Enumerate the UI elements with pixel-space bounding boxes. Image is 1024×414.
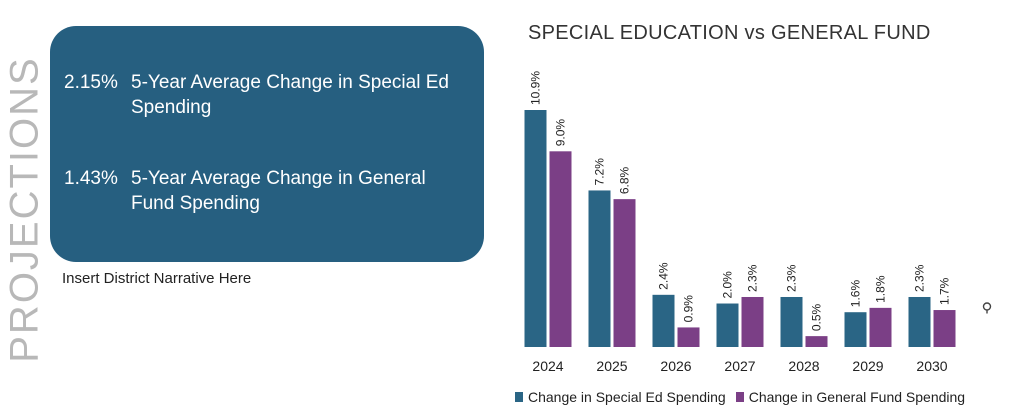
chart-title: SPECIAL EDUCATION vs GENERAL FUND [528,22,931,44]
bar-general-fund-2028 [805,336,828,347]
data-label-general-fund-2030: 1.7% [938,277,952,305]
x-tick-label-2029: 2029 [852,358,883,374]
bar-special-ed-2028 [780,296,803,347]
data-label-special-ed-2029: 1.6% [849,280,863,308]
data-label-general-fund-2029: 1.8% [874,275,888,303]
bar-special-ed-2026 [652,294,675,347]
legend-swatch-general-fund [735,392,744,402]
bar-general-fund-2026 [677,327,700,347]
x-tick-label-2026: 2026 [660,358,691,374]
data-label-special-ed-2030: 2.3% [913,264,927,292]
legend-label-general-fund: Change in General Fund Spending [748,389,966,405]
x-tick-label-2028: 2028 [788,358,819,374]
legend-item-special-ed: Change in Special Ed Spending [515,389,726,405]
bar-general-fund-2027 [741,296,764,347]
summary-card: 2.15% 5-Year Average Change in Special E… [50,26,484,262]
bar-general-fund-2025 [613,199,636,347]
stat-general-fund: 1.43% 5-Year Average Change in General F… [64,166,470,216]
bar-special-ed-2029 [844,312,867,347]
stat-special-ed-label: 5-Year Average Change in Special Ed Spen… [131,72,449,118]
data-label-special-ed-2025: 7.2% [593,158,607,186]
bar-special-ed-2025 [588,190,611,347]
data-label-general-fund-2024: 9.0% [554,119,568,147]
chart-legend: Change in Special Ed Spending Change in … [515,389,975,405]
stat-special-ed: 2.15% 5-Year Average Change in Special E… [64,70,470,120]
data-label-special-ed-2028: 2.3% [785,264,799,292]
x-tick-label-2030: 2030 [916,358,947,374]
data-label-general-fund-2026: 0.9% [682,295,696,323]
data-label-general-fund-2025: 6.8% [618,166,632,194]
district-narrative[interactable]: Insert District Narrative Here [62,270,252,287]
legend-label-special-ed: Change in Special Ed Spending [528,389,726,405]
bar-special-ed-2024 [524,110,547,347]
x-tick-label-2027: 2027 [724,358,755,374]
x-tick-label-2025: 2025 [596,358,627,374]
data-label-general-fund-2028: 0.5% [810,303,824,331]
bar-special-ed-2030 [908,296,931,347]
magnify-icon[interactable] [980,301,994,315]
data-label-special-ed-2024: 10.9% [529,71,543,105]
legend-swatch-special-ed [515,392,523,402]
stat-general-fund-value: 1.43% [64,168,118,189]
legend-item-general-fund: Change in General Fund Spending [735,389,966,405]
stat-general-fund-label: 5-Year Average Change in General Fund Sp… [131,168,426,214]
stat-special-ed-value: 2.15% [64,72,118,93]
data-label-special-ed-2026: 2.4% [657,262,671,290]
bar-general-fund-2030 [933,310,956,347]
bar-general-fund-2029 [869,307,892,347]
x-tick-label-2024: 2024 [532,358,563,374]
bar-special-ed-2027 [716,303,739,347]
data-label-general-fund-2027: 2.3% [746,264,760,292]
bar-general-fund-2024 [549,151,572,347]
data-label-special-ed-2027: 2.0% [721,271,735,299]
